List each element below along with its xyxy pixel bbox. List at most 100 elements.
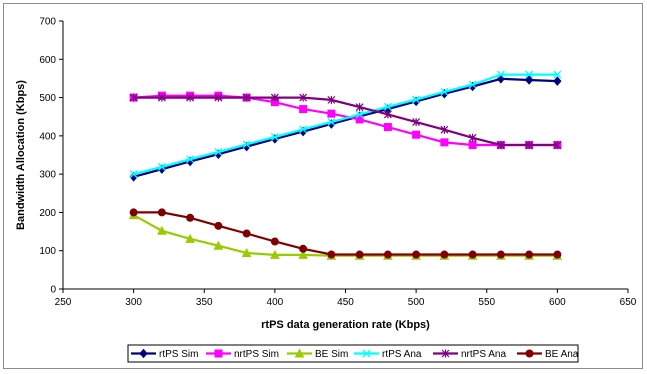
legend-marker-be-ana xyxy=(525,349,534,358)
data-point-nrtps-ana xyxy=(496,141,505,150)
axes: 0 100 200 300 400 500 600 700 250 300 350 400 450 500… xyxy=(39,17,636,309)
legend-item-be-sim: BE Sim xyxy=(287,348,348,360)
data-point-nrtps-ana xyxy=(412,118,421,127)
data-point-rtps-ana xyxy=(214,147,223,156)
data-point-nrtps-ana xyxy=(355,103,364,112)
data-point-rtps-sim xyxy=(524,75,534,85)
data-point-nrtps-ana xyxy=(270,93,279,102)
x-tick-label: 450 xyxy=(337,297,354,308)
data-point-rtps-sim xyxy=(129,172,138,182)
data-point-nrtps-ana xyxy=(440,125,449,134)
legend-label-nrtps-ana: nrtPS Ana xyxy=(461,349,506,360)
data-point-rtps-ana xyxy=(355,110,364,119)
series-line-be-sim xyxy=(133,214,558,257)
data-point-nrtps-sim xyxy=(299,105,308,114)
data-point-rtps-ana xyxy=(468,80,477,89)
legend: rtPS Sim nrtPS Sim BE Sim rtPS Ana nrtPS Ana… xyxy=(127,344,579,363)
data-point-nrtps-ana xyxy=(299,93,308,102)
data-point-be-ana xyxy=(214,221,223,230)
data-point-rtps-ana xyxy=(327,118,336,127)
data-point-be-ana xyxy=(525,250,534,259)
y-tick-label: 300 xyxy=(39,170,56,181)
series-nrtps-ana xyxy=(129,93,562,150)
x-tick-label: 400 xyxy=(267,297,284,308)
data-point-rtps-ana xyxy=(299,125,308,134)
data-point-rtps-ana xyxy=(525,70,534,79)
legend-label-nrtps-sim: nrtPS Sim xyxy=(234,349,279,360)
data-point-nrtps-ana xyxy=(525,141,534,150)
legend-item-nrtps-sim: nrtPS Sim xyxy=(206,349,279,360)
data-point-rtps-ana xyxy=(412,95,421,104)
data-point-rtps-ana xyxy=(440,87,449,96)
data-point-be-ana xyxy=(299,244,308,253)
data-point-be-sim xyxy=(298,249,308,259)
data-point-nrtps-sim xyxy=(383,123,392,132)
legend-label-rtps-sim: rtPS Sim xyxy=(159,349,198,360)
data-point-be-ana xyxy=(496,250,505,259)
y-axis-title: Bandwidth Allocation (Kbps) xyxy=(15,80,27,230)
x-tick-label: 250 xyxy=(55,297,72,308)
series-line-rtps-ana xyxy=(133,73,558,176)
data-point-nrtps-ana xyxy=(327,95,336,104)
data-point-be-ana xyxy=(129,208,138,217)
x-tick-label: 350 xyxy=(196,297,213,308)
data-point-nrtps-sim xyxy=(440,138,449,147)
y-tick-label: 0 xyxy=(50,285,56,296)
data-point-nrtps-ana xyxy=(242,93,251,102)
x-tick-label: 300 xyxy=(125,297,142,308)
y-tick-label: 100 xyxy=(39,246,56,257)
y-tick-label: 700 xyxy=(39,17,56,28)
data-point-rtps-ana xyxy=(242,140,251,149)
x-tick-label: 600 xyxy=(549,297,566,308)
data-point-be-ana xyxy=(553,250,562,259)
y-tick-label: 200 xyxy=(39,208,56,219)
data-point-nrtps-ana xyxy=(214,93,223,102)
data-point-nrtps-ana xyxy=(383,110,392,119)
chart-frame: 0 100 200 300 400 500 600 700 250 300 350 400 450 500… xyxy=(3,3,643,369)
data-point-nrtps-sim xyxy=(412,130,421,139)
data-point-nrtps-ana xyxy=(157,93,166,102)
series-line-nrtps-ana xyxy=(133,96,558,147)
data-point-be-ana xyxy=(327,250,336,259)
legend-marker-rtps-sim xyxy=(139,348,148,359)
x-tick-label: 650 xyxy=(620,297,637,308)
x-axis-title: rtPS data generation rate (Kbps) xyxy=(261,319,430,331)
series-line-nrtps-sim xyxy=(133,94,558,147)
data-point-nrtps-sim xyxy=(327,109,336,118)
series-line-rtps-sim xyxy=(133,77,558,178)
data-point-be-sim xyxy=(270,249,280,259)
series-be-ana xyxy=(129,208,562,259)
series-rtps-ana xyxy=(129,70,562,179)
x-tick-label: 550 xyxy=(478,297,495,308)
data-point-be-ana xyxy=(440,250,449,259)
legend-box xyxy=(127,344,579,363)
data-point-be-sim xyxy=(157,225,167,235)
data-point-rtps-ana xyxy=(383,102,392,111)
data-point-rtps-ana xyxy=(270,133,279,141)
data-point-nrtps-ana xyxy=(553,141,562,150)
series-line-be-ana xyxy=(133,211,558,256)
series-rtps-sim xyxy=(129,74,562,182)
legend-item-rtps-sim: rtPS Sim xyxy=(131,348,198,360)
line-chart: 0 100 200 300 400 500 600 700 250 300 350 400 450 500… xyxy=(15,17,637,363)
legend-item-be-ana: BE Ana xyxy=(517,349,579,360)
data-point-rtps-sim xyxy=(553,76,562,86)
data-point-be-ana xyxy=(355,250,364,259)
data-point-nrtps-ana xyxy=(186,93,195,102)
y-tick-label: 500 xyxy=(39,93,56,104)
legend-marker-nrtps-sim xyxy=(214,349,223,358)
data-point-rtps-ana xyxy=(157,162,166,171)
data-point-be-ana xyxy=(412,250,421,259)
data-point-be-ana xyxy=(270,237,279,246)
data-point-nrtps-sim xyxy=(468,141,477,150)
data-point-be-ana xyxy=(186,213,195,222)
data-point-be-sim xyxy=(213,240,224,250)
data-point-rtps-ana xyxy=(129,170,138,179)
legend-label-rtps-ana: rtPS Ana xyxy=(382,349,422,360)
legend-item-nrtps-ana: nrtPS Ana xyxy=(433,349,506,360)
data-point-nrtps-ana xyxy=(129,93,138,102)
data-point-be-ana xyxy=(242,229,251,238)
legend-label-be-ana: BE Ana xyxy=(545,349,579,360)
data-point-rtps-ana xyxy=(496,70,505,79)
data-point-rtps-ana xyxy=(553,70,562,79)
